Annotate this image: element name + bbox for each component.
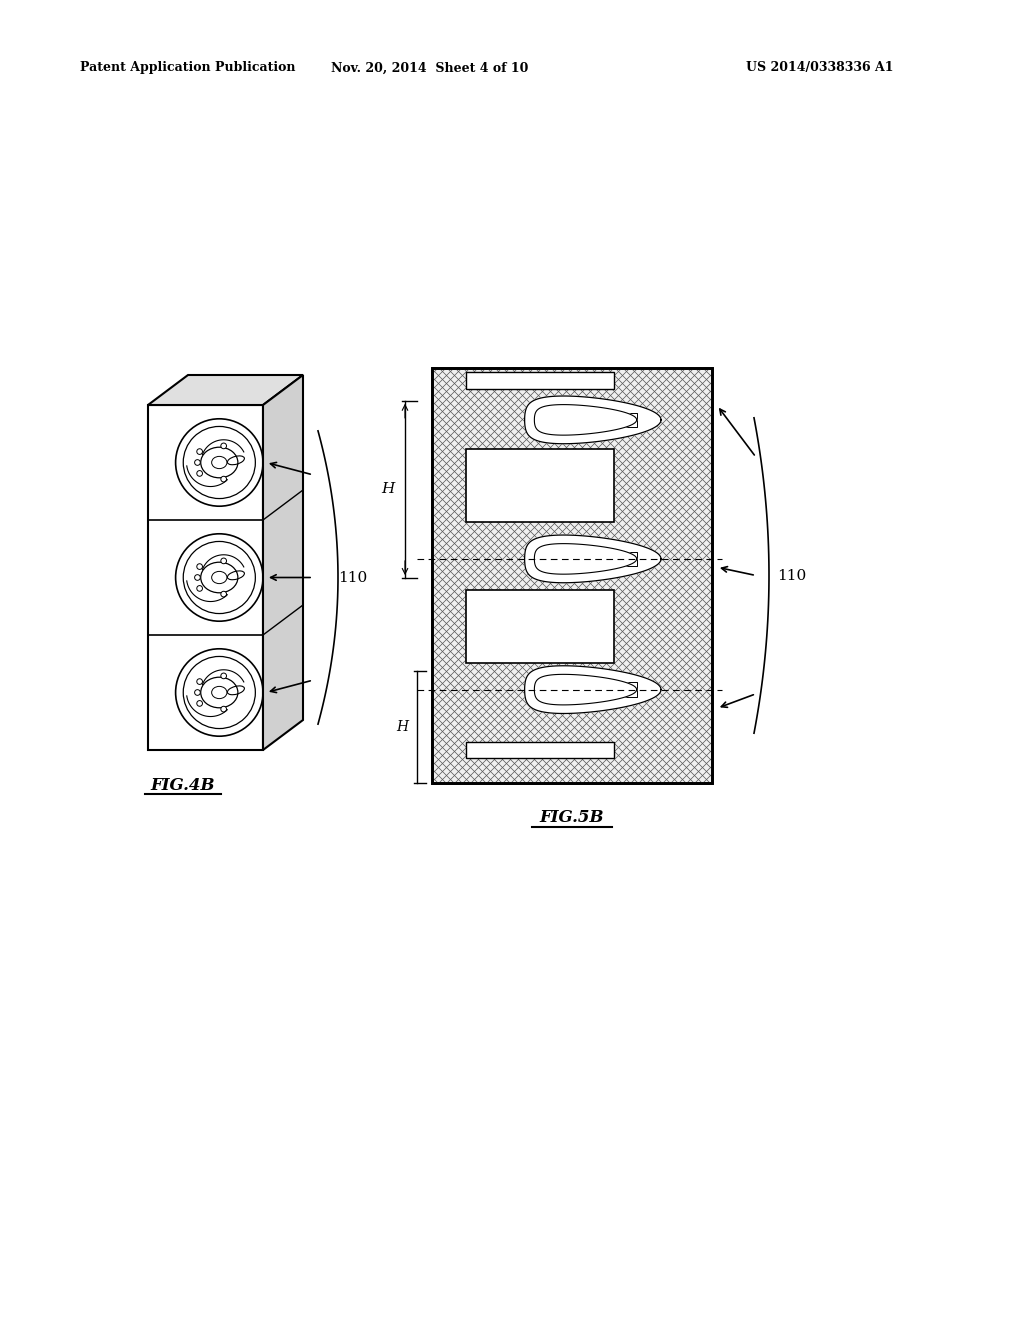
Polygon shape [432, 368, 712, 783]
Text: Patent Application Publication: Patent Application Publication [80, 62, 296, 74]
Polygon shape [524, 665, 662, 714]
Polygon shape [148, 405, 263, 750]
Polygon shape [535, 405, 637, 436]
Polygon shape [524, 396, 662, 444]
Text: 110: 110 [338, 570, 368, 585]
Polygon shape [535, 544, 637, 574]
Polygon shape [466, 590, 614, 663]
Polygon shape [535, 675, 637, 705]
Text: H: H [381, 482, 394, 496]
Ellipse shape [195, 574, 201, 581]
Text: FIG.5B: FIG.5B [540, 809, 604, 826]
Text: 110: 110 [777, 569, 806, 582]
Ellipse shape [221, 558, 226, 564]
Polygon shape [612, 413, 637, 428]
Polygon shape [612, 682, 637, 697]
Ellipse shape [197, 471, 203, 477]
Ellipse shape [221, 706, 226, 711]
Polygon shape [524, 535, 662, 582]
Ellipse shape [221, 673, 226, 678]
Text: US 2014/0338336 A1: US 2014/0338336 A1 [746, 62, 894, 74]
Polygon shape [612, 552, 637, 566]
Ellipse shape [221, 591, 226, 597]
Ellipse shape [221, 477, 226, 482]
Ellipse shape [195, 459, 201, 466]
Text: FIG.4B: FIG.4B [151, 776, 215, 793]
Text: Nov. 20, 2014  Sheet 4 of 10: Nov. 20, 2014 Sheet 4 of 10 [332, 62, 528, 74]
Ellipse shape [197, 701, 203, 706]
Ellipse shape [195, 689, 201, 696]
Polygon shape [466, 372, 614, 389]
Ellipse shape [197, 564, 203, 569]
Polygon shape [148, 375, 303, 405]
Text: H: H [396, 719, 408, 734]
Ellipse shape [197, 678, 203, 684]
Polygon shape [263, 375, 303, 750]
Ellipse shape [221, 444, 226, 449]
Ellipse shape [197, 586, 203, 591]
Polygon shape [466, 742, 614, 758]
Polygon shape [466, 449, 614, 521]
Ellipse shape [197, 449, 203, 454]
